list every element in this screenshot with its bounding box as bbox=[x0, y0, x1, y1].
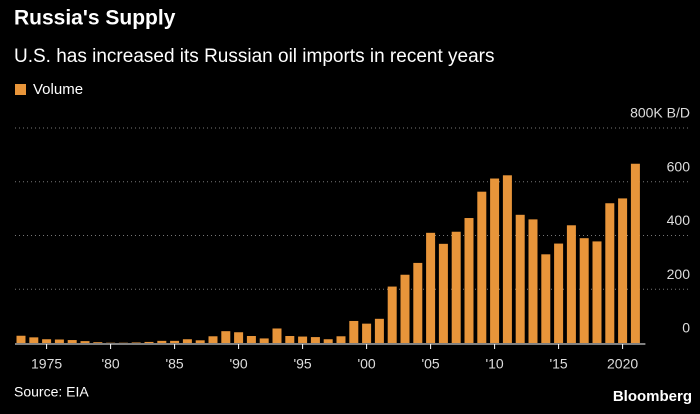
x-tick-label: '95 bbox=[293, 356, 311, 372]
bar bbox=[451, 231, 461, 343]
bar bbox=[298, 336, 308, 343]
y-tick-label: 400 bbox=[667, 212, 691, 228]
bar bbox=[374, 318, 384, 343]
bar bbox=[413, 262, 423, 343]
brand: Bloomberg bbox=[613, 388, 692, 405]
bar bbox=[515, 214, 525, 343]
bar bbox=[477, 191, 487, 343]
bar bbox=[349, 320, 359, 343]
y-tick-label: 200 bbox=[667, 266, 691, 282]
bar bbox=[259, 338, 269, 343]
bar bbox=[566, 225, 576, 343]
bar bbox=[195, 340, 205, 343]
bar bbox=[246, 336, 256, 343]
bar bbox=[208, 336, 218, 343]
x-tick-label: '90 bbox=[229, 356, 247, 372]
bar bbox=[221, 331, 231, 343]
x-tick-label: 2020 bbox=[607, 356, 638, 372]
y-tick-label: 0 bbox=[682, 320, 690, 336]
bar bbox=[336, 336, 346, 343]
bar bbox=[42, 339, 52, 343]
bar bbox=[131, 342, 141, 343]
x-tick-label: '00 bbox=[357, 356, 375, 372]
bar bbox=[554, 243, 564, 343]
bar bbox=[490, 178, 500, 343]
bar bbox=[387, 286, 397, 343]
bar bbox=[426, 232, 436, 343]
bar bbox=[362, 323, 372, 343]
x-tick-label: '15 bbox=[549, 356, 567, 372]
x-tick-label: '10 bbox=[485, 356, 503, 372]
x-tick-label: '80 bbox=[101, 356, 119, 372]
bar bbox=[630, 163, 640, 343]
bar bbox=[144, 341, 154, 343]
bar bbox=[592, 241, 602, 343]
bar bbox=[54, 339, 64, 343]
bar bbox=[605, 203, 615, 343]
bar bbox=[182, 339, 192, 343]
y-tick-label: 600 bbox=[667, 158, 691, 174]
bar bbox=[579, 238, 589, 343]
legend-swatch bbox=[15, 84, 26, 95]
bar bbox=[502, 175, 512, 343]
x-tick-label: '85 bbox=[165, 356, 183, 372]
x-tick-label: 1975 bbox=[31, 356, 62, 372]
chart-title: Russia's Supply bbox=[14, 7, 176, 30]
bar bbox=[310, 337, 320, 343]
bar bbox=[234, 332, 244, 343]
bar bbox=[400, 274, 410, 343]
bar bbox=[157, 340, 167, 343]
source: Source: EIA bbox=[14, 384, 89, 400]
bar bbox=[29, 337, 39, 343]
legend-label: Volume bbox=[33, 81, 83, 98]
bar bbox=[464, 218, 474, 343]
chart-subtitle: U.S. has increased its Russian oil impor… bbox=[14, 46, 494, 67]
bar bbox=[528, 219, 538, 343]
bar bbox=[93, 342, 103, 343]
bar bbox=[16, 335, 26, 343]
bar bbox=[438, 243, 448, 343]
x-tick-label: '05 bbox=[421, 356, 439, 372]
bar bbox=[80, 341, 90, 343]
bar bbox=[67, 340, 77, 343]
bar bbox=[323, 339, 333, 343]
bar bbox=[618, 198, 628, 343]
bar bbox=[272, 328, 282, 343]
bar bbox=[170, 340, 180, 343]
y-tick-label: 800K B/D bbox=[630, 105, 690, 121]
bar bbox=[285, 336, 295, 343]
bar bbox=[541, 254, 551, 343]
